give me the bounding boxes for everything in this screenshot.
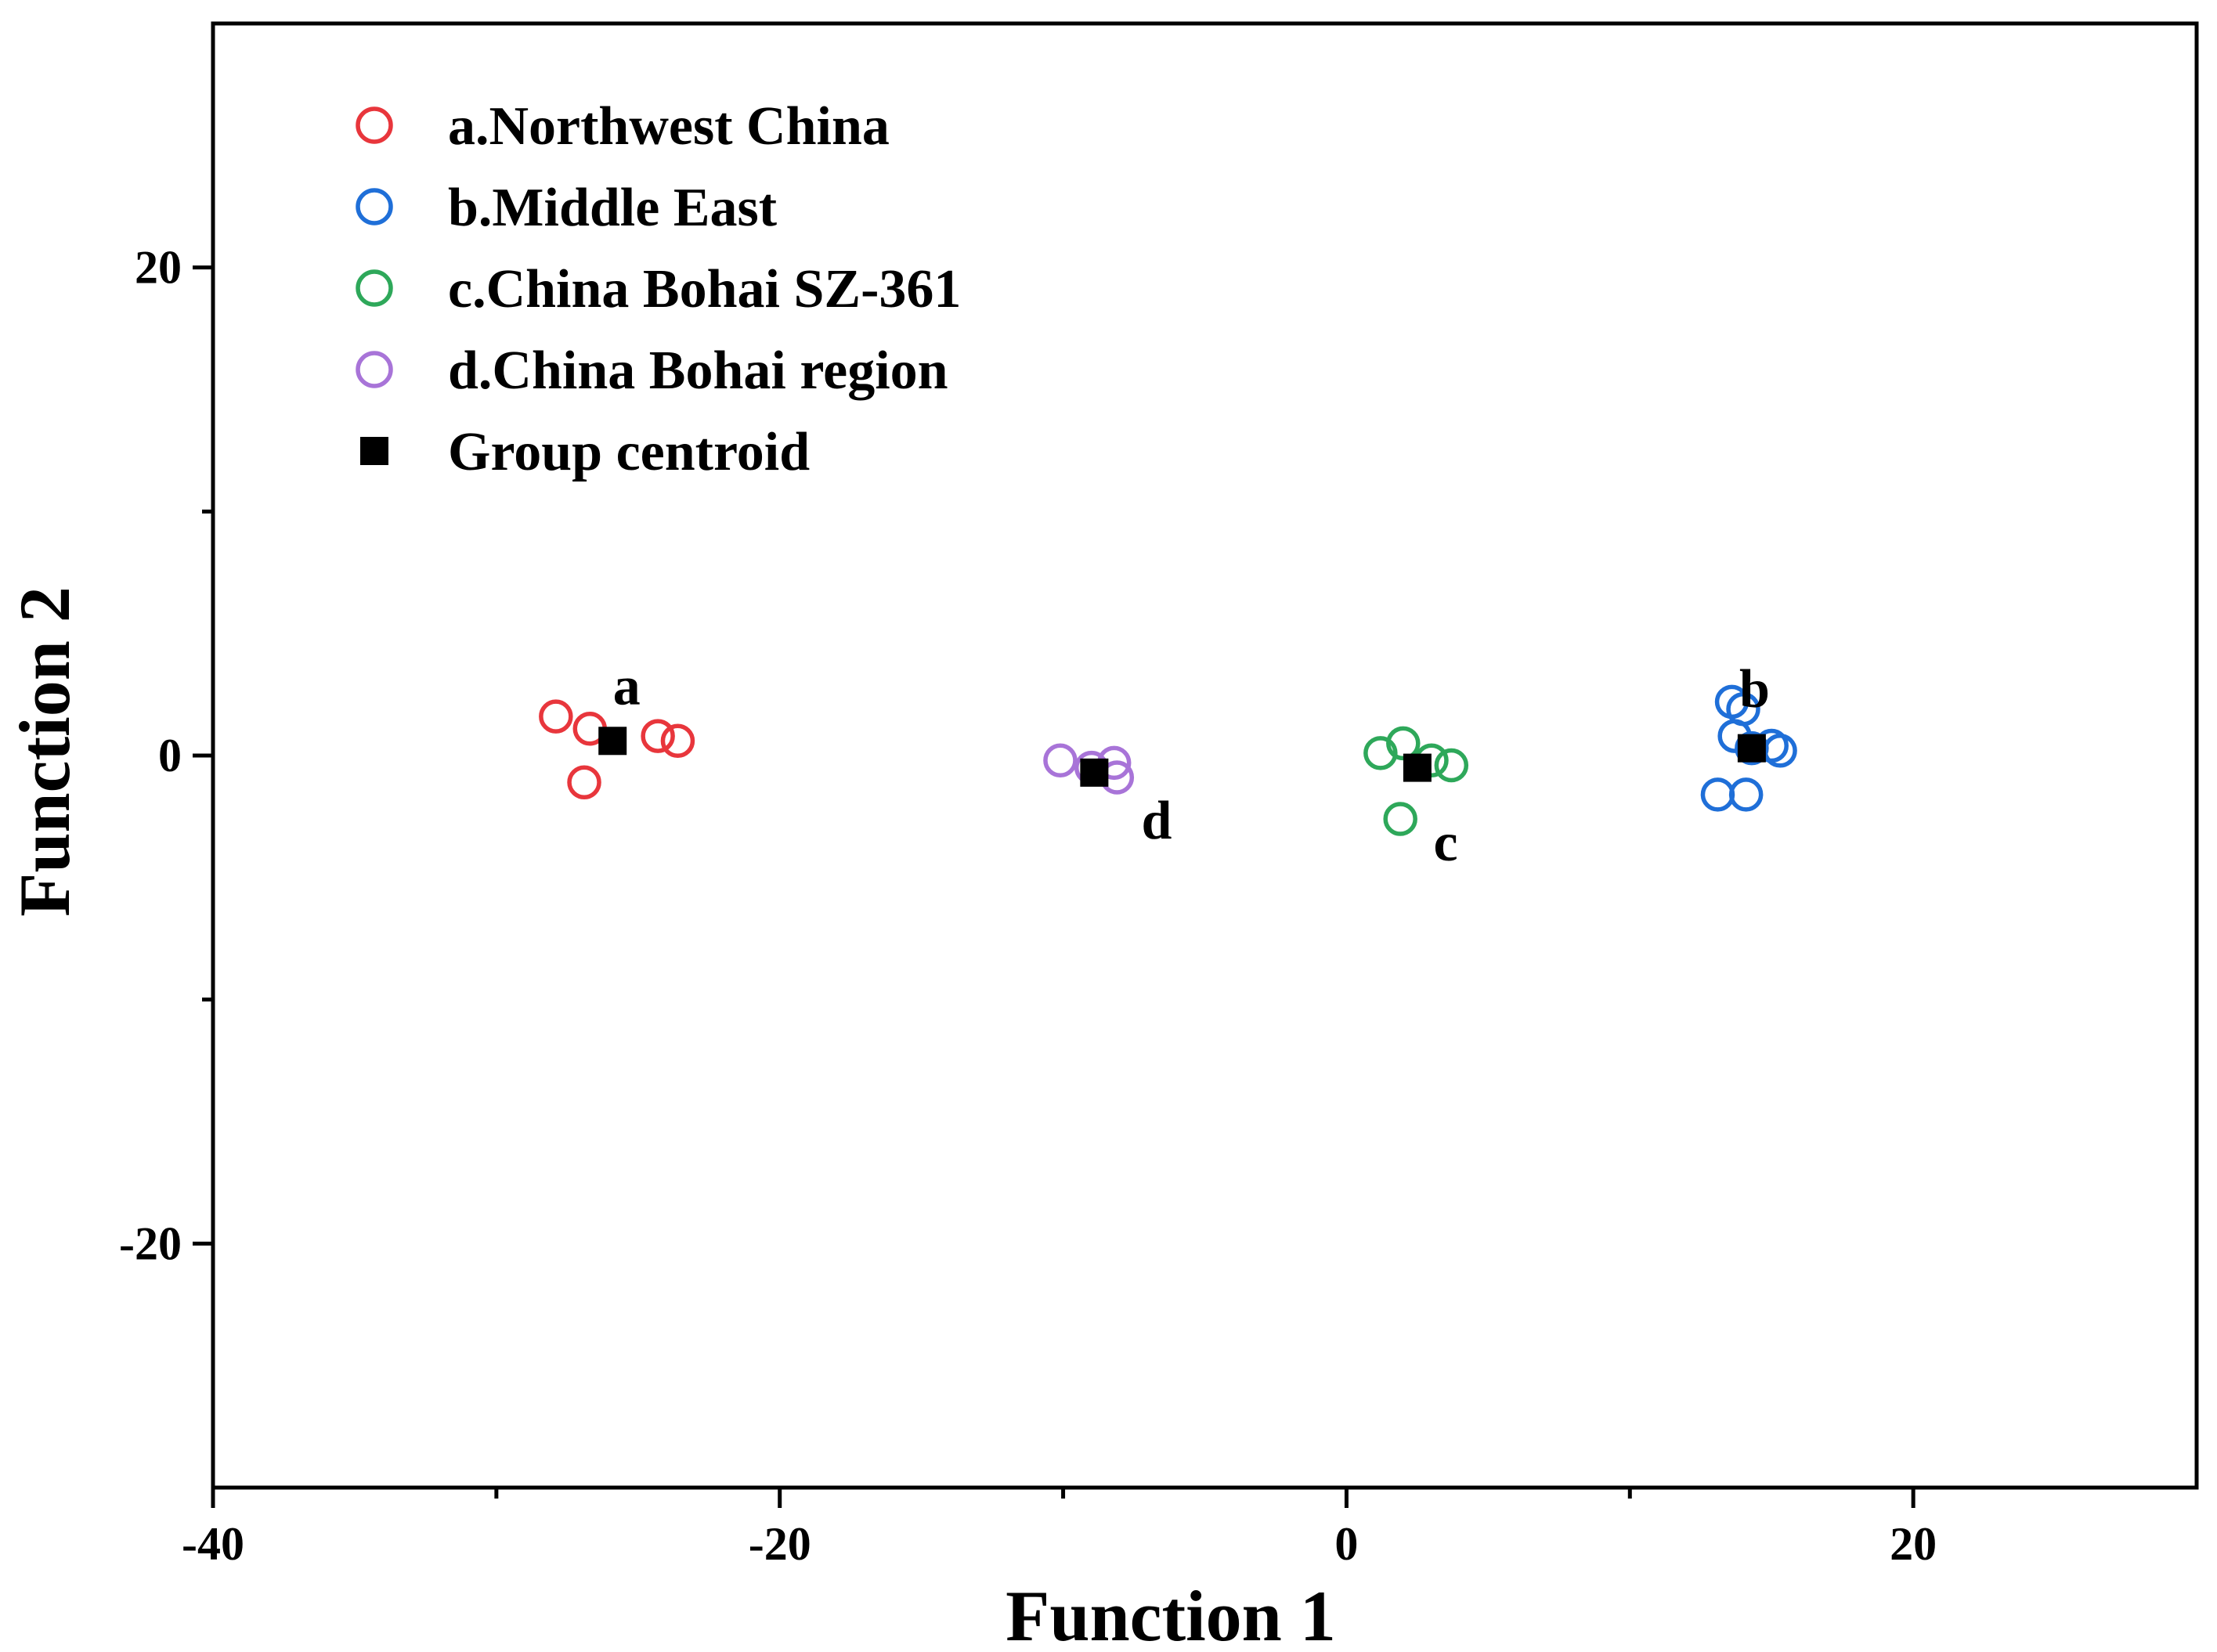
- data-point: [567, 765, 601, 800]
- group-labels: a d c b: [613, 657, 1770, 873]
- y-tick-label: 0: [158, 730, 182, 781]
- data-point: [539, 699, 573, 734]
- x-axis-title: Function 1: [1006, 1576, 1336, 1652]
- data-point: [1763, 734, 1797, 768]
- data-point: [1700, 777, 1735, 812]
- legend-label: a.Northwest China: [448, 96, 890, 157]
- data-point: [660, 723, 695, 759]
- legend-marker: [356, 188, 393, 225]
- data-point: [641, 719, 675, 753]
- data-point: [1383, 802, 1417, 836]
- legend-centroid-marker: [360, 437, 388, 465]
- legend-label: c.China Bohai SZ-361: [448, 259, 961, 319]
- legend-label: d.China Bohai region: [448, 341, 948, 401]
- group-centroid-marker: [1737, 734, 1766, 763]
- x-tick-label: 0: [1334, 1518, 1358, 1570]
- x-tick-label: -20: [749, 1518, 811, 1570]
- plot-frame: [211, 21, 2199, 1490]
- axis-tick-labels: -40 -20 0 20 -20 0 20: [119, 242, 1937, 1570]
- legend-marker: [356, 106, 393, 144]
- group-label-a: a: [613, 657, 641, 717]
- data-point: [1043, 743, 1078, 777]
- x-tick-label: -40: [182, 1518, 244, 1570]
- group-centroid-marker: [598, 727, 627, 756]
- data-point: [1386, 726, 1421, 761]
- x-tick-label: 20: [1890, 1518, 1937, 1570]
- axis-ticks: [193, 265, 1916, 1508]
- y-tick-label: -20: [119, 1217, 182, 1269]
- data-point: [1728, 777, 1764, 812]
- data-point: [1363, 736, 1398, 770]
- y-axis-title: Function 2: [5, 586, 85, 917]
- group-label-d: d: [1142, 791, 1172, 851]
- y-tick-label: 20: [135, 242, 182, 294]
- group-centroid-marker: [1403, 753, 1432, 782]
- group-label-b: b: [1739, 659, 1770, 720]
- legend-marker: [356, 351, 393, 388]
- centroid-markers: [598, 727, 1766, 787]
- legend-marker: [356, 269, 393, 307]
- group-label-c: c: [1434, 813, 1458, 873]
- legend-label: b.Middle East: [448, 178, 777, 238]
- data-point: [1434, 748, 1469, 783]
- group-centroid-marker: [1080, 758, 1109, 787]
- legend: a.Northwest China b.Middle East c.China Bo…: [356, 96, 961, 482]
- legend-label: Group centroid: [448, 422, 810, 482]
